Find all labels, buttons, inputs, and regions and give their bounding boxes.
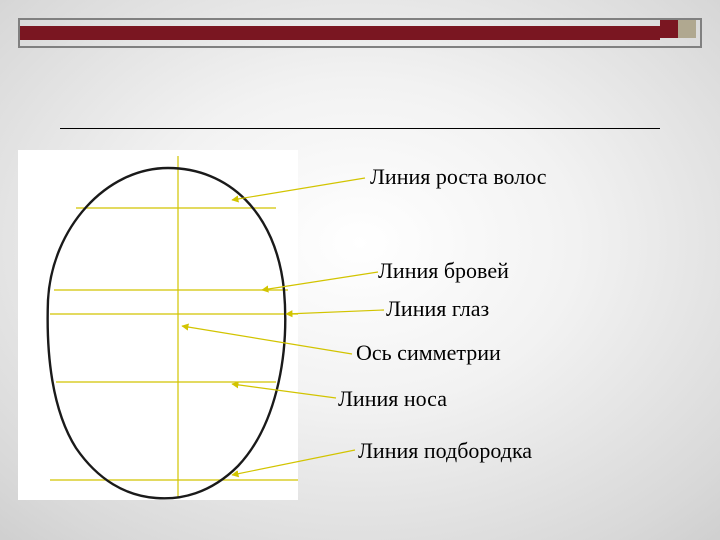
header-square-accent bbox=[660, 20, 678, 38]
header-square-alt bbox=[678, 20, 696, 38]
slide: Линия роста волос Линия бровей Линия гла… bbox=[0, 0, 720, 540]
header-accent-bar bbox=[20, 26, 660, 40]
drawing-canvas bbox=[18, 150, 298, 500]
label-axis: Ось симметрии bbox=[356, 340, 501, 366]
label-brows: Линия бровей bbox=[378, 258, 509, 284]
label-eyes: Линия глаз bbox=[386, 296, 489, 322]
label-nose: Линия носа bbox=[338, 386, 447, 412]
head-diagram bbox=[18, 150, 298, 500]
title-underline bbox=[60, 128, 660, 129]
label-hairline: Линия роста волос bbox=[370, 164, 547, 190]
label-chin: Линия подбородка bbox=[358, 438, 532, 464]
